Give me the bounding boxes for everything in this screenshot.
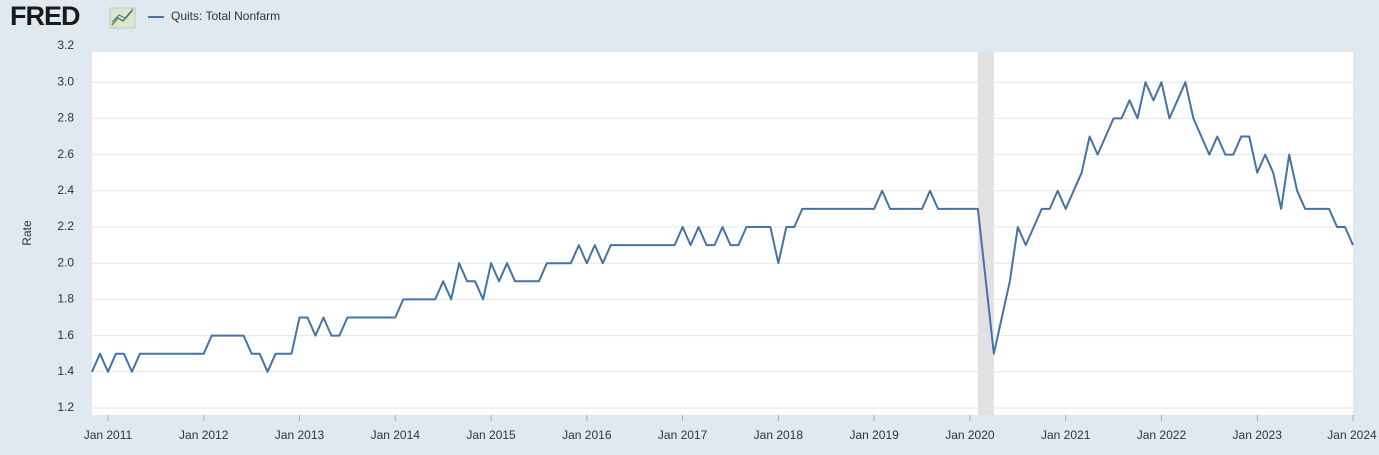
x-tick-label: Jan 2021 — [1041, 428, 1091, 442]
x-tick-label: Jan 2011 — [84, 428, 133, 442]
x-tick-label: Jan 2019 — [849, 428, 899, 442]
x-tick-label: Jan 2023 — [1233, 428, 1283, 442]
x-tick-label: Jan 2012 — [179, 428, 229, 442]
y-tick-label: 2.6 — [57, 147, 74, 161]
x-tick-label: Jan 2022 — [1137, 428, 1187, 442]
x-tick-label: Jan 2018 — [754, 428, 804, 442]
y-axis-label: Rate — [20, 220, 34, 246]
y-tick-label: 3.0 — [57, 74, 74, 88]
x-tick-label: Jan 2024 — [1327, 428, 1377, 442]
y-tick-label: 3.2 — [57, 38, 74, 52]
x-tick-label: Jan 2014 — [371, 428, 421, 442]
y-tick-label: 1.8 — [57, 292, 74, 306]
x-tick-label: Jan 2013 — [275, 428, 325, 442]
logo: FRED — [10, 1, 80, 31]
y-tick-label: 2.2 — [57, 219, 74, 233]
y-tick-label: 2.0 — [57, 255, 74, 269]
y-tick-label: 2.4 — [57, 183, 74, 197]
x-tick-label: Jan 2017 — [658, 428, 708, 442]
logo-icon — [109, 7, 136, 29]
y-tick-label: 1.4 — [57, 364, 74, 378]
data-line — [91, 81, 1354, 373]
x-tick-label: Jan 2015 — [466, 428, 516, 442]
y-tick-label: 1.2 — [57, 400, 74, 414]
plot-area — [92, 52, 1353, 415]
y-tick-label: 2.8 — [57, 111, 74, 125]
legend-label: Quits: Total Nonfarm — [171, 9, 280, 23]
y-tick-label: 1.6 — [57, 328, 74, 342]
x-tick-label: Jan 2020 — [945, 428, 995, 442]
x-tick-label: Jan 2016 — [562, 428, 612, 442]
